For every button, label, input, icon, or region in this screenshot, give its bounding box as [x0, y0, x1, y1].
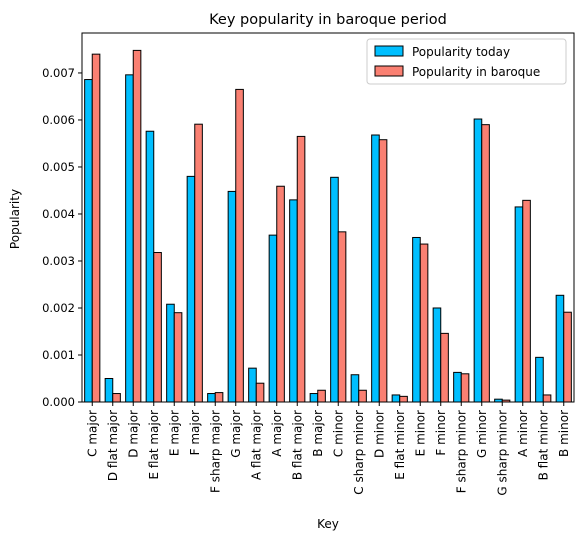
bar-today [514, 206, 524, 403]
bar-today [125, 74, 134, 403]
x-tick-label: G minor [475, 410, 489, 458]
legend-label: Popularity in baroque [412, 65, 540, 79]
y-tick-label: 0.000 [42, 395, 75, 409]
legend-swatch [374, 45, 404, 57]
x-tick-label: E minor [413, 410, 427, 456]
bar-today [289, 199, 298, 403]
x-tick-label: E flat minor [393, 410, 407, 480]
x-tick-label: G major [229, 410, 243, 458]
bar-baroque [542, 394, 552, 403]
y-tick-label: 0.007 [42, 66, 75, 80]
bar-baroque [153, 252, 162, 403]
bar-today [268, 234, 278, 403]
bar-baroque [255, 382, 265, 403]
x-tick-label: F sharp minor [454, 410, 468, 493]
x-tick-label: B flat major [290, 410, 304, 480]
bar-baroque [481, 124, 490, 403]
bar-baroque [440, 332, 449, 403]
bar-baroque [501, 399, 511, 403]
bar-today [432, 307, 442, 403]
x-tick-label: A flat major [249, 410, 263, 480]
bar-baroque [563, 311, 572, 403]
bar-today [473, 118, 483, 403]
bar-baroque [419, 243, 429, 403]
plot-area: 0.000 0.001 0.002 0.003 0.004 0.005 0.006 0.007… [42, 32, 575, 496]
bar-today [453, 371, 462, 403]
bar-baroque [173, 312, 183, 403]
x-tick-label: B flat minor [536, 410, 550, 480]
x-tick-label: E major [167, 410, 181, 456]
bar-today [535, 356, 544, 403]
x-tick-label: A major [270, 410, 284, 457]
bar-today [412, 236, 421, 403]
bar-baroque [91, 53, 101, 403]
axes-frame [81, 32, 575, 403]
y-tick-label: 0.002 [42, 301, 75, 315]
bar-today [330, 176, 339, 403]
bar-baroque [358, 389, 367, 403]
y-tick-label: 0.001 [42, 348, 75, 362]
y-tick-label: 0.004 [42, 207, 75, 221]
bar-today [186, 175, 196, 403]
bar-today [145, 130, 155, 403]
bar-baroque [317, 389, 326, 403]
bar-baroque [378, 139, 388, 403]
bar-baroque [460, 373, 470, 403]
bar-today [350, 374, 360, 403]
y-axis-label: Popularity [8, 189, 22, 249]
legend-label: Popularity today [412, 45, 510, 59]
bar-today [371, 134, 380, 403]
x-axis-label: Key [317, 517, 339, 531]
chart-title: Key popularity in baroque period [209, 12, 447, 28]
x-tick-label: D flat major [106, 410, 120, 481]
bar-today [207, 393, 216, 403]
x-tick-label: C minor [331, 410, 345, 457]
legend-box [366, 38, 567, 85]
bar-baroque [112, 393, 121, 403]
bar-baroque [399, 395, 408, 403]
bar-baroque [132, 49, 142, 403]
x-tick-label: G sharp minor [495, 410, 509, 496]
x-tick-label: B major [311, 410, 325, 457]
bar-today [227, 190, 237, 403]
x-tick-label: F minor [434, 410, 448, 456]
bar-today [555, 294, 565, 403]
x-tick-label: B minor [557, 410, 571, 457]
bar-today [494, 398, 503, 403]
x-tick-label: D minor [372, 410, 386, 458]
bar-baroque [522, 199, 531, 403]
x-tick-label: E flat major [147, 410, 161, 480]
bar-today [84, 79, 93, 403]
y-tick-label: 0.006 [42, 113, 75, 127]
bar-baroque [214, 392, 224, 403]
x-tick-label: F major [188, 410, 202, 455]
bar-baroque [337, 231, 347, 403]
x-tick-label: F sharp major [208, 410, 222, 493]
bar-baroque [276, 185, 285, 403]
legend: Popularity today Popularity in baroque [366, 38, 567, 85]
bar-today [309, 393, 319, 403]
x-tick-label: C sharp minor [352, 410, 366, 495]
bar-today [104, 377, 114, 403]
legend-swatch [374, 65, 404, 77]
bar-baroque [296, 135, 306, 403]
x-tick-label: A minor [516, 410, 530, 457]
bar-today [248, 367, 257, 403]
x-tick-label: D major [126, 410, 140, 458]
bar-baroque [235, 88, 244, 403]
bar-today [166, 303, 175, 403]
y-tick-label: 0.003 [42, 254, 75, 268]
y-tick-label: 0.005 [42, 160, 75, 174]
x-tick-label: C major [85, 410, 99, 457]
bar-baroque [194, 123, 203, 403]
bar-today [391, 394, 401, 403]
